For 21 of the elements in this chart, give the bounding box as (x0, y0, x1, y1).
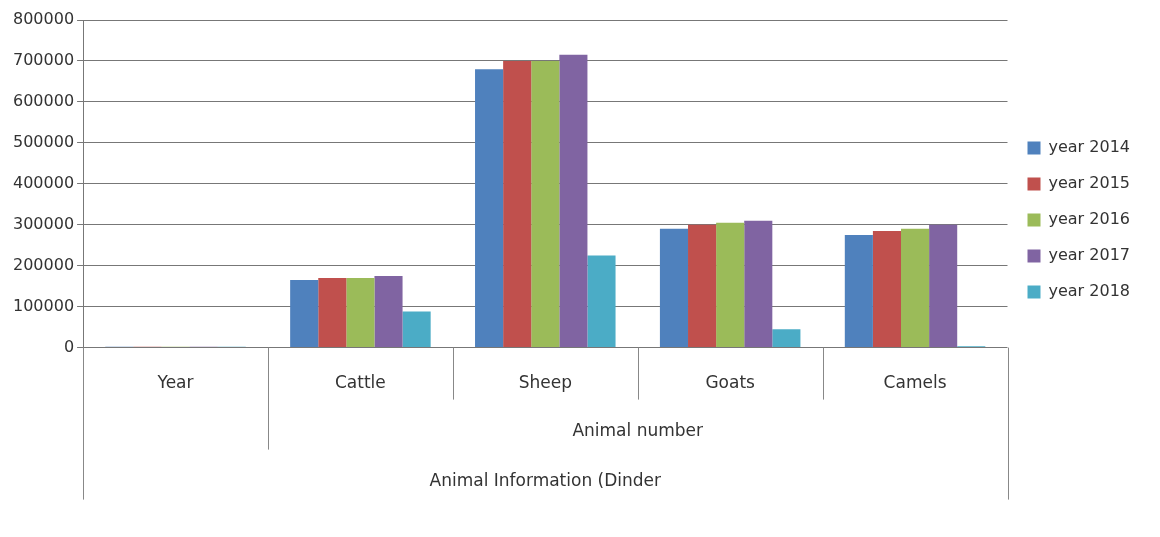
x-axis-title: Animal Information (Dinder (429, 470, 662, 491)
x-tick-label: Cattle (335, 372, 386, 393)
y-tick-label: 100000 (13, 295, 75, 315)
x-tick-label: Goats (705, 372, 756, 393)
y-tick-label: 600000 (13, 91, 75, 111)
x-tick-label: Camels (883, 372, 947, 393)
legend-label: year 2018 (1048, 281, 1130, 301)
text: Animal number (572, 420, 704, 441)
x-tick-label: Year (156, 372, 194, 393)
legend-label: year 2016 (1048, 209, 1130, 229)
legend-label: year 2014 (1048, 137, 1130, 157)
y-tick-label: 800000 (13, 9, 75, 29)
y-tick-label: 700000 (13, 50, 75, 70)
legend-label: year 2015 (1048, 173, 1130, 193)
y-tick-label: 500000 (13, 132, 75, 152)
legend-label: year 2017 (1048, 245, 1130, 265)
x-tick-label: Sheep (518, 372, 572, 393)
y-tick-label: 0 (63, 336, 75, 356)
y-tick-label: 400000 (13, 172, 75, 192)
y-tick-label: 200000 (13, 254, 75, 274)
y-tick-label: 300000 (13, 213, 75, 233)
